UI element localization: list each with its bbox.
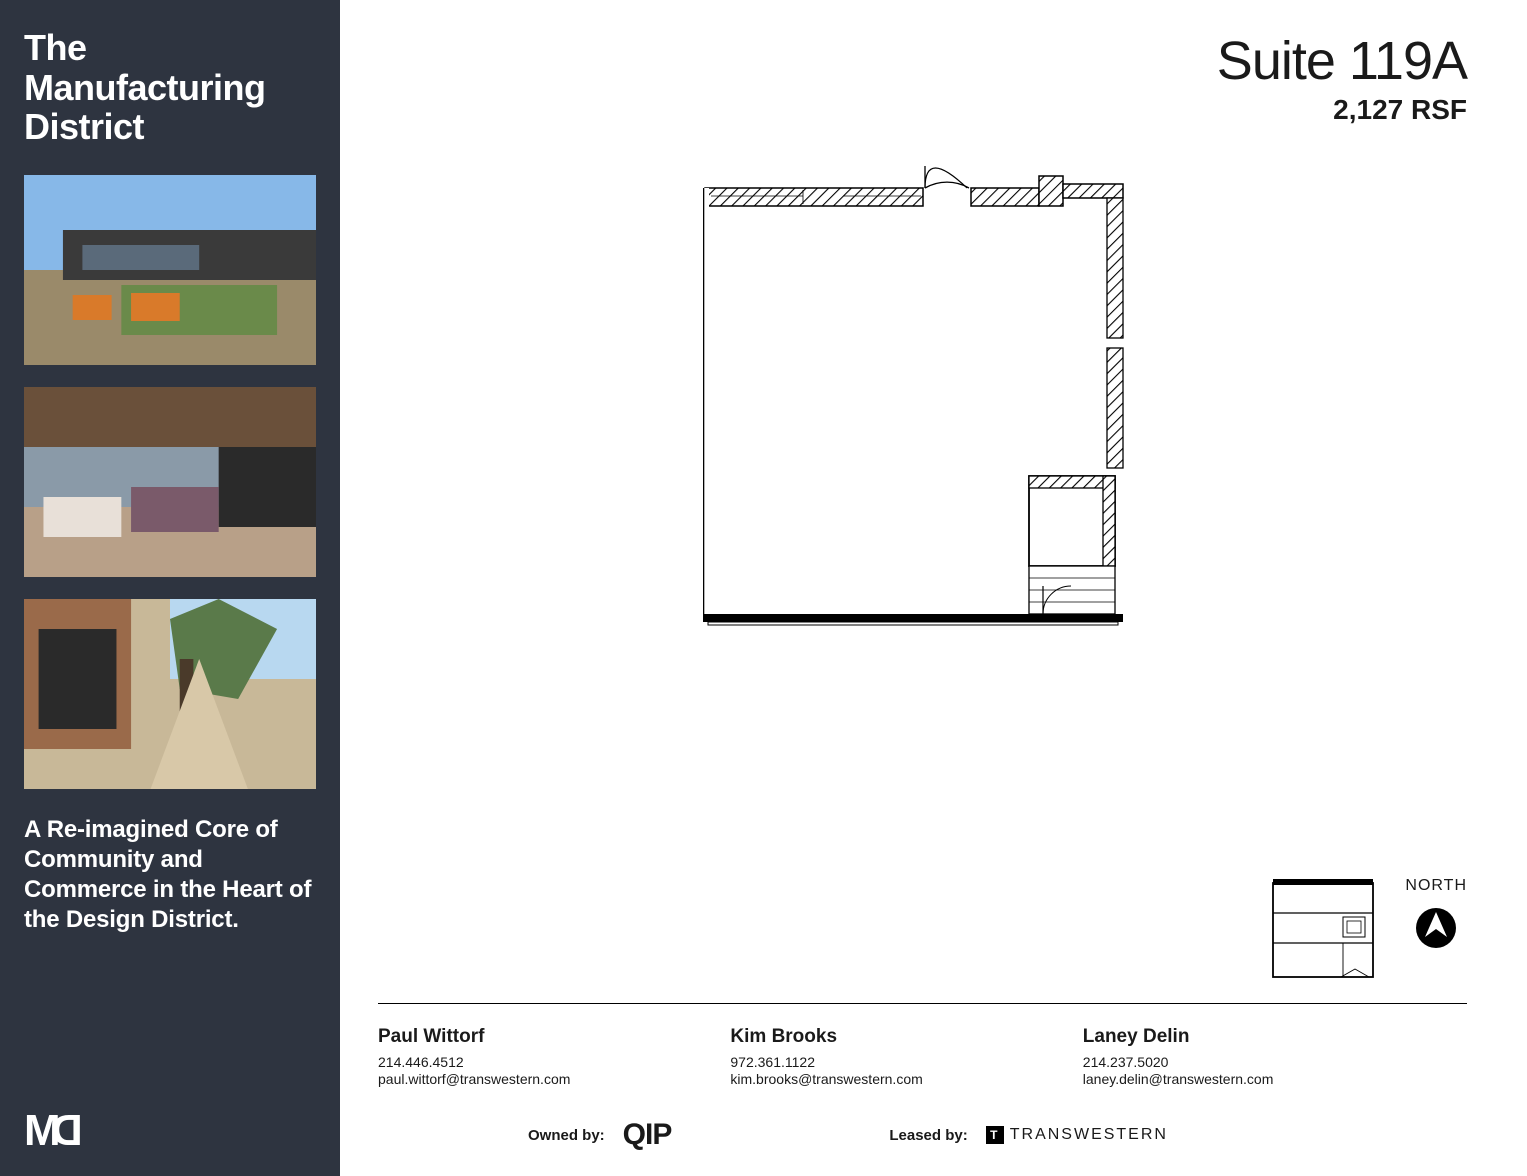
contacts-row: Paul Wittorf 214.446.4512 paul.wittorf@t… [378, 1026, 1467, 1088]
footer: Paul Wittorf 214.446.4512 paul.wittorf@t… [378, 1003, 1467, 1152]
title-line-2: Manufacturing [24, 68, 316, 108]
floorplan-svg [703, 166, 1143, 646]
contact-email: kim.brooks@transwestern.com [730, 1071, 922, 1088]
leaser-name: TRANSWESTERN [1010, 1126, 1168, 1144]
contact-email: laney.delin@transwestern.com [1083, 1071, 1274, 1088]
title-line-3: District [24, 107, 316, 147]
leaser-logo: T TRANSWESTERN [986, 1126, 1168, 1144]
keyplan-area: NORTH [1271, 877, 1467, 987]
north-indicator: NORTH [1405, 877, 1467, 949]
md-logo: MD [24, 1106, 316, 1156]
suite-title: Suite 119A [378, 30, 1467, 92]
north-label: NORTH [1405, 877, 1467, 895]
suite-rsf: 2,127 RSF [378, 94, 1467, 126]
photo-exterior-courtyard [24, 175, 316, 365]
contact-2: Kim Brooks 972.361.1122 kim.brooks@trans… [730, 1026, 922, 1088]
sidebar-tagline: A Re-imagined Core of Community and Comm… [24, 815, 316, 935]
owned-by-label: Owned by: [528, 1127, 605, 1144]
keyplan-svg [1271, 877, 1381, 987]
contact-name: Kim Brooks [730, 1026, 922, 1048]
contact-email: paul.wittorf@transwestern.com [378, 1071, 570, 1088]
photo-stack [24, 175, 316, 789]
contact-name: Paul Wittorf [378, 1026, 570, 1048]
contact-name: Laney Delin [1083, 1026, 1274, 1048]
north-arrow-icon [1415, 907, 1457, 949]
title-line-1: The [24, 28, 316, 68]
transwestern-mark-icon: T [986, 1126, 1004, 1144]
leased-by-label: Leased by: [889, 1127, 967, 1144]
contact-phone: 972.361.1122 [730, 1054, 922, 1071]
contact-phone: 214.237.5020 [1083, 1054, 1274, 1071]
photo-covered-patio [24, 387, 316, 577]
owner-logo: QIP [623, 1118, 672, 1152]
sidebar: The Manufacturing District [0, 0, 340, 1176]
contact-3: Laney Delin 214.237.5020 laney.delin@tra… [1083, 1026, 1274, 1088]
contact-phone: 214.446.4512 [378, 1054, 570, 1071]
sidebar-title: The Manufacturing District [24, 28, 316, 147]
main-content: Suite 119A 2,127 RSF [340, 0, 1527, 1176]
md-logo-d: D [53, 1106, 83, 1156]
contact-1: Paul Wittorf 214.446.4512 paul.wittorf@t… [378, 1026, 570, 1088]
page-header: Suite 119A 2,127 RSF [378, 30, 1467, 126]
ownership-row: Owned by: QIP Leased by: T TRANSWESTERN [378, 1118, 1467, 1152]
photo-exterior-walkway [24, 599, 316, 789]
floorplan-area: NORTH [378, 166, 1467, 987]
